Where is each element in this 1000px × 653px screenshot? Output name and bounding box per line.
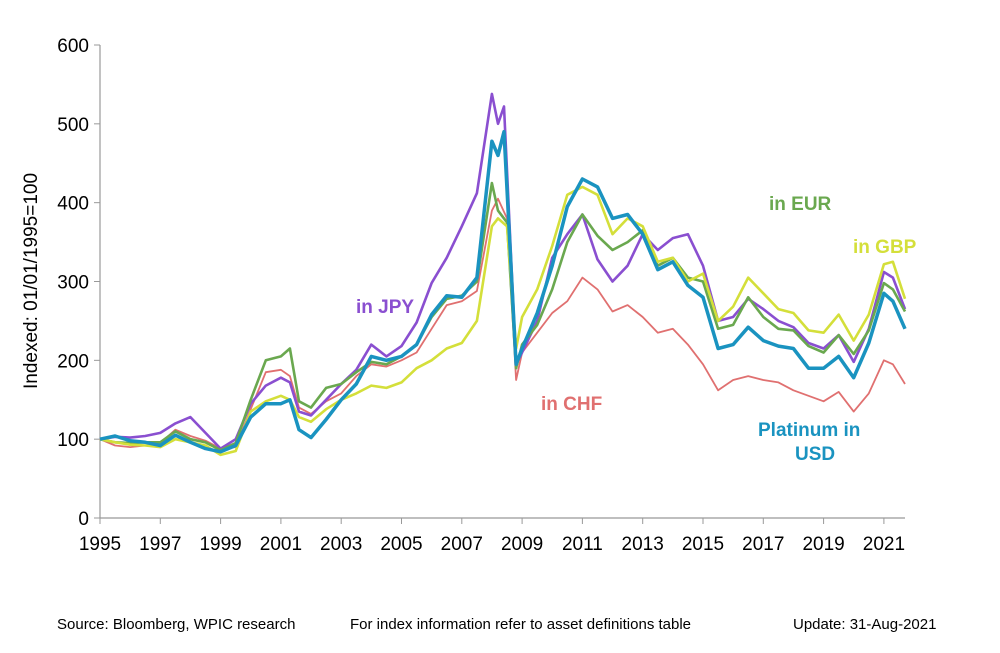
y-tick-label: 100 xyxy=(57,430,89,451)
x-tick-label: 2001 xyxy=(260,534,302,555)
series-line-in-gbp xyxy=(99,185,907,457)
x-tick-label: 2005 xyxy=(380,534,422,555)
x-tick-label: 2009 xyxy=(501,534,543,555)
x-tick-label: 1999 xyxy=(199,534,241,555)
x-tick-label: 2013 xyxy=(622,534,664,555)
footer-source: Source: Bloomberg, WPIC research xyxy=(57,616,296,633)
y-tick-label: 0 xyxy=(78,509,89,530)
line-chart: 0 100 200 300 400 500 600 1995 1997 1999 2001 2003… xyxy=(21,36,917,555)
label-usd-line1: Platinum in xyxy=(758,420,860,441)
series-line-platinum-in-usd xyxy=(99,129,907,454)
x-tick-label: 2015 xyxy=(682,534,724,555)
y-axis-label: Indexed: 01/01/1995=100 xyxy=(21,173,42,389)
y-tick-label: 600 xyxy=(57,36,89,57)
x-tick-label: 2019 xyxy=(802,534,844,555)
footer-index-note: For index information refer to asset def… xyxy=(350,616,692,633)
label-eur: in EUR xyxy=(769,194,832,215)
y-tick-label: 500 xyxy=(57,115,89,136)
label-chf: in CHF xyxy=(541,394,602,415)
x-tick-label: 2003 xyxy=(320,534,362,555)
series-lines xyxy=(99,92,907,457)
x-tick-label: 1995 xyxy=(79,534,121,555)
x-ticks: 1995 1997 1999 2001 2003 2005 2007 2009 2011 2013… xyxy=(79,518,905,555)
label-jpy: in JPY xyxy=(356,297,414,318)
y-tick-label: 200 xyxy=(57,351,89,372)
x-tick-label: 2007 xyxy=(441,534,483,555)
label-gbp: in GBP xyxy=(853,237,917,258)
series-line-in-jpy xyxy=(99,92,907,450)
x-tick-label: 2011 xyxy=(562,534,603,555)
label-usd-line2: USD xyxy=(795,444,835,465)
y-tick-label: 300 xyxy=(57,273,89,294)
footer-update: Update: 31-Aug-2021 xyxy=(793,616,937,633)
y-ticks: 0 100 200 300 400 500 600 xyxy=(57,36,100,530)
x-tick-label: 2017 xyxy=(742,534,784,555)
y-tick-label: 400 xyxy=(57,194,89,215)
x-tick-label: 2021 xyxy=(863,534,905,555)
x-tick-label: 1997 xyxy=(139,534,181,555)
series-line-in-eur xyxy=(99,181,907,452)
